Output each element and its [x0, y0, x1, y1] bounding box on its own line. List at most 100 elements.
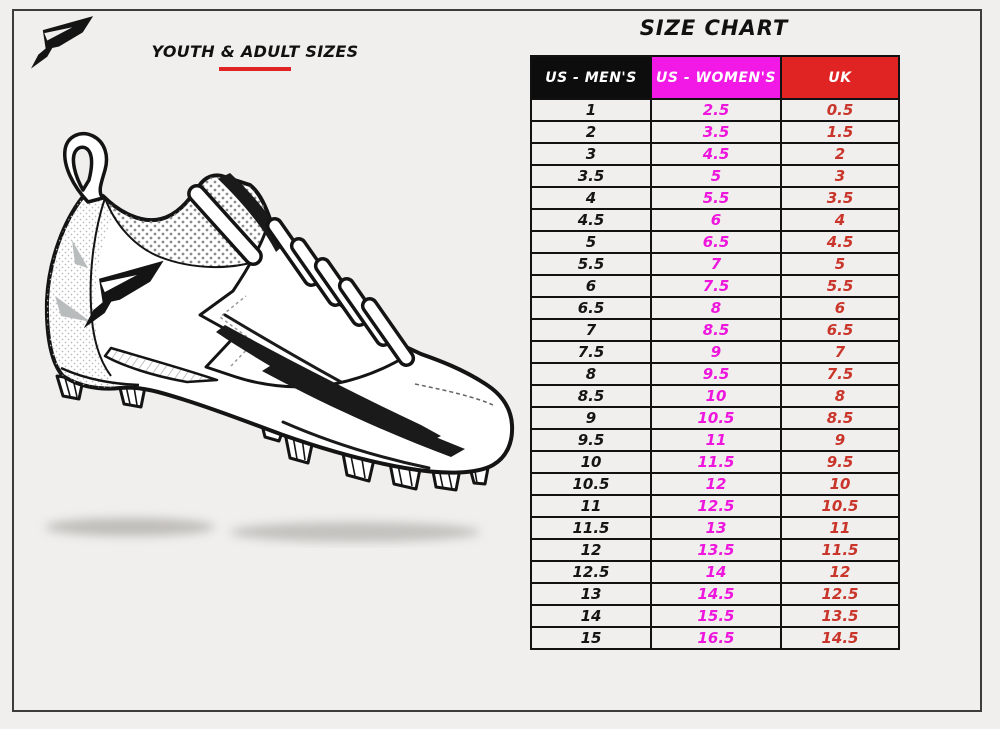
us-womens-cell: 3.5: [650, 120, 782, 144]
heel-loop: [63, 131, 109, 204]
uk-cell: 4: [780, 208, 900, 232]
table-row: 10.5 12 10: [530, 472, 900, 496]
table-row: 2 3.5 1.5: [530, 120, 900, 144]
us-womens-cell: 9: [650, 340, 782, 364]
uk-cell: 14.5: [780, 626, 900, 650]
side-stripes: [216, 325, 465, 457]
us-womens-cell: 8.5: [650, 318, 782, 342]
table-row: 4 5.5 3.5: [530, 186, 900, 210]
size-table-body: 1 2.5 0.5 2 3.5 1.5 3 4.5 2 3.5 5 3 4 5.5 3.5 4.5 6 4 5 6.5…: [530, 98, 900, 650]
header-us-womens: US - WOMEN'S: [650, 55, 782, 100]
heel-accent-slashes: [55, 240, 91, 322]
uk-cell: 11: [780, 516, 900, 540]
midsole-hatch: [103, 346, 219, 384]
uk-cell: 9.5: [780, 450, 900, 474]
header-us-mens: US - MEN'S: [530, 55, 652, 100]
uk-cell: 9: [780, 428, 900, 452]
header-uk: UK: [780, 55, 900, 100]
us-womens-cell: 15.5: [650, 604, 782, 628]
us-womens-cell: 14.5: [650, 582, 782, 606]
uk-cell: 10: [780, 472, 900, 496]
us-womens-cell: 5.5: [650, 186, 782, 210]
us-mens-cell: 8: [530, 362, 652, 386]
uk-cell: 2: [780, 142, 900, 166]
us-womens-cell: 10.5: [650, 406, 782, 430]
uk-cell: 1.5: [780, 120, 900, 144]
heel-sole-line: [60, 366, 140, 387]
us-mens-cell: 1: [530, 98, 652, 122]
us-womens-cell: 5: [650, 164, 782, 188]
toe-stitch-line: [414, 383, 494, 406]
us-mens-cell: 4.5: [530, 208, 652, 232]
us-womens-cell: 11: [650, 428, 782, 452]
us-womens-cell: 16.5: [650, 626, 782, 650]
uk-cell: 5.5: [780, 274, 900, 298]
stud-detail-lines: [64, 377, 478, 490]
us-mens-cell: 13: [530, 582, 652, 606]
uk-cell: 3: [780, 164, 900, 188]
uk-cell: 4.5: [780, 230, 900, 254]
table-row: 12.5 14 12: [530, 560, 900, 584]
size-chart-table: US - MEN'S US - WOMEN'S UK 1 2.5 0.5 2 3.5 1.…: [530, 55, 900, 650]
table-row: 3.5 5 3: [530, 164, 900, 188]
table-row: 15 16.5 14.5: [530, 626, 900, 650]
shoe-shadow: [45, 518, 215, 536]
uk-cell: 13.5: [780, 604, 900, 628]
us-womens-cell: 2.5: [650, 98, 782, 122]
us-womens-cell: 10: [650, 384, 782, 408]
table-row: 7 8.5 6.5: [530, 318, 900, 342]
table-row: 6 7.5 5.5: [530, 274, 900, 298]
table-row: 8.5 10 8: [530, 384, 900, 408]
uk-cell: 12: [780, 560, 900, 584]
us-mens-cell: 7.5: [530, 340, 652, 364]
left-heading-text: YOUTH & ADULT SIZES: [151, 42, 359, 61]
heel-seam: [89, 197, 112, 377]
us-womens-cell: 11.5: [650, 450, 782, 474]
uk-cell: 6: [780, 296, 900, 320]
uk-cell: 7.5: [780, 362, 900, 386]
us-mens-cell: 10: [530, 450, 652, 474]
us-womens-cell: 8: [650, 296, 782, 320]
left-heading: YOUTH & ADULT SIZES: [110, 42, 400, 71]
table-row: 7.5 9 7: [530, 340, 900, 364]
table-row: 5 6.5 4.5: [530, 230, 900, 254]
table-row: 11 12.5 10.5: [530, 494, 900, 518]
table-row: 6.5 8 6: [530, 296, 900, 320]
us-mens-cell: 3: [530, 142, 652, 166]
laces: [187, 184, 416, 367]
table-row: 12 13.5 11.5: [530, 538, 900, 562]
table-row: 11.5 13 11: [530, 516, 900, 540]
us-mens-cell: 5.5: [530, 252, 652, 276]
table-row: 14 15.5 13.5: [530, 604, 900, 628]
table-row: 10 11.5 9.5: [530, 450, 900, 474]
table-row: 13 14.5 12.5: [530, 582, 900, 606]
uk-cell: 12.5: [780, 582, 900, 606]
stripe-accent-line: [281, 420, 431, 470]
saddle-stitching: [218, 295, 256, 367]
table-row: 5.5 7 5: [530, 252, 900, 276]
us-mens-cell: 11.5: [530, 516, 652, 540]
us-womens-cell: 4.5: [650, 142, 782, 166]
us-mens-cell: 15: [530, 626, 652, 650]
us-womens-cell: 7: [650, 252, 782, 276]
us-mens-cell: 14: [530, 604, 652, 628]
table-row: 1 2.5 0.5: [530, 98, 900, 122]
us-mens-cell: 9: [530, 406, 652, 430]
us-womens-cell: 13: [650, 516, 782, 540]
us-mens-cell: 6.5: [530, 296, 652, 320]
us-mens-cell: 3.5: [530, 164, 652, 188]
uk-cell: 7: [780, 340, 900, 364]
header-row: US - MEN'S US - WOMEN'S UK: [530, 55, 900, 100]
shoe-shadow: [230, 522, 480, 542]
us-womens-cell: 7.5: [650, 274, 782, 298]
us-mens-cell: 12: [530, 538, 652, 562]
cleat-illustration: [44, 131, 515, 542]
uk-cell: 3.5: [780, 186, 900, 210]
us-womens-cell: 6.5: [650, 230, 782, 254]
uk-cell: 10.5: [780, 494, 900, 518]
table-row: 4.5 6 4: [530, 208, 900, 232]
us-womens-cell: 12: [650, 472, 782, 496]
heel-mesh: [46, 198, 119, 388]
us-mens-cell: 9.5: [530, 428, 652, 452]
us-mens-cell: 12.5: [530, 560, 652, 584]
